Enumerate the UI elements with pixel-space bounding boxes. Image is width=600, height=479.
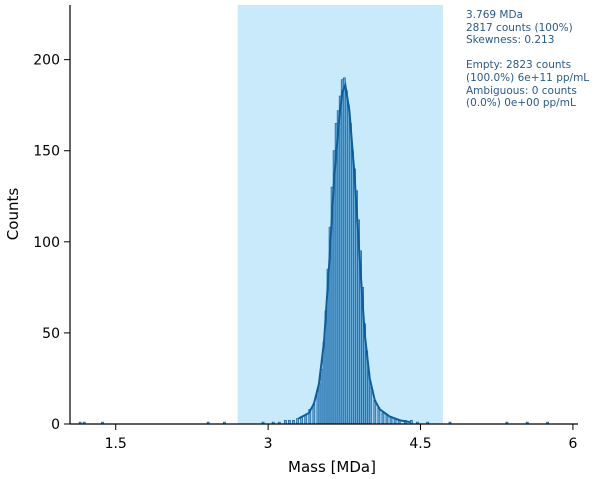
- histogram-bar: [381, 412, 385, 425]
- x-axis-label: Mass [MDa]: [288, 458, 376, 476]
- gaussian-fit-curve: [298, 81, 411, 424]
- skewness: Skewness: 0.213: [466, 34, 555, 47]
- y-tick-label: 100: [33, 235, 60, 251]
- ambiguous-concentration: (0.0%) 0e+00 pp/mL: [466, 97, 576, 110]
- x-tick-label: 3: [264, 436, 273, 452]
- histogram-bars: [78, 77, 549, 425]
- empty-counts: Empty: 2823 counts: [466, 59, 572, 72]
- y-axis-label: Counts: [4, 188, 22, 241]
- peak-mass: 3.769 MDa: [466, 9, 523, 21]
- empty-concentration: (100.0%) 6e+11 pp/mL: [466, 71, 590, 84]
- histogram-bar: [296, 418, 299, 425]
- axis-ticks: 1.5 3 4.5 6 0 50 100 150 200: [33, 53, 577, 452]
- histogram-bar: [373, 399, 377, 425]
- x-tick-label: 4.5: [409, 436, 431, 452]
- histogram-bar: [369, 387, 373, 425]
- y-tick-label: 0: [51, 417, 60, 433]
- peak-counts: 2817 counts (100%): [466, 21, 573, 34]
- histogram-bar: [304, 414, 308, 425]
- ambiguous-counts: Ambiguous: 0 counts: [466, 84, 577, 97]
- y-tick-label: 50: [42, 326, 60, 342]
- x-tick-label: 6: [568, 436, 577, 452]
- x-tick-label: 1.5: [105, 436, 127, 452]
- y-tick-label: 150: [33, 144, 60, 160]
- y-tick-label: 200: [33, 53, 60, 69]
- stats-panel: 3.769 MDa 2817 counts (100%) Skewness: 0…: [466, 9, 589, 110]
